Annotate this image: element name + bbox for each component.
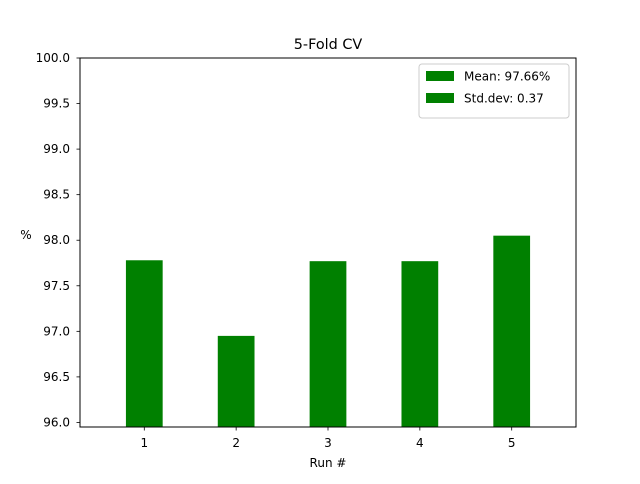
legend-swatch: [426, 71, 454, 81]
y-tick-label: 98.0: [43, 233, 70, 247]
bars-group: [125, 235, 531, 427]
x-axis: 1 2 3 4 5: [140, 427, 516, 450]
bar-run-1: [125, 260, 163, 427]
bar-run-2: [217, 335, 255, 427]
legend: Mean: 97.66% Std.dev: 0.37: [418, 63, 570, 119]
bar-run-5: [493, 235, 531, 427]
x-axis-label: Run #: [310, 456, 347, 470]
x-tick-label: 3: [324, 436, 332, 450]
legend-box: [418, 63, 570, 119]
y-tick-label: 99.5: [43, 97, 70, 111]
x-tick-label: 4: [416, 436, 424, 450]
x-tick-label: 1: [140, 436, 148, 450]
y-tick-label: 97.0: [43, 324, 70, 338]
y-axis-label: %: [20, 228, 31, 242]
legend-label: Mean: 97.66%: [464, 70, 550, 84]
y-tick-label: 97.5: [43, 279, 70, 293]
y-tick-label: 98.5: [43, 188, 70, 202]
y-tick-label: 96.0: [43, 415, 70, 429]
legend-label: Std.dev: 0.37: [464, 92, 544, 106]
legend-swatch: [426, 93, 454, 103]
bar-run-4: [401, 261, 439, 427]
y-tick-label: 100.0: [36, 51, 70, 65]
bar-run-3: [309, 261, 347, 427]
y-tick-label: 96.5: [43, 370, 70, 384]
chart-title: 5-Fold CV: [294, 37, 363, 53]
y-tick-label: 99.0: [43, 142, 70, 156]
x-tick-label: 2: [232, 436, 240, 450]
y-axis: 96.0 96.5 97.0 97.5 98.0 98.5 99.0 99.5 100.0: [36, 51, 80, 429]
x-tick-label: 5: [508, 436, 516, 450]
